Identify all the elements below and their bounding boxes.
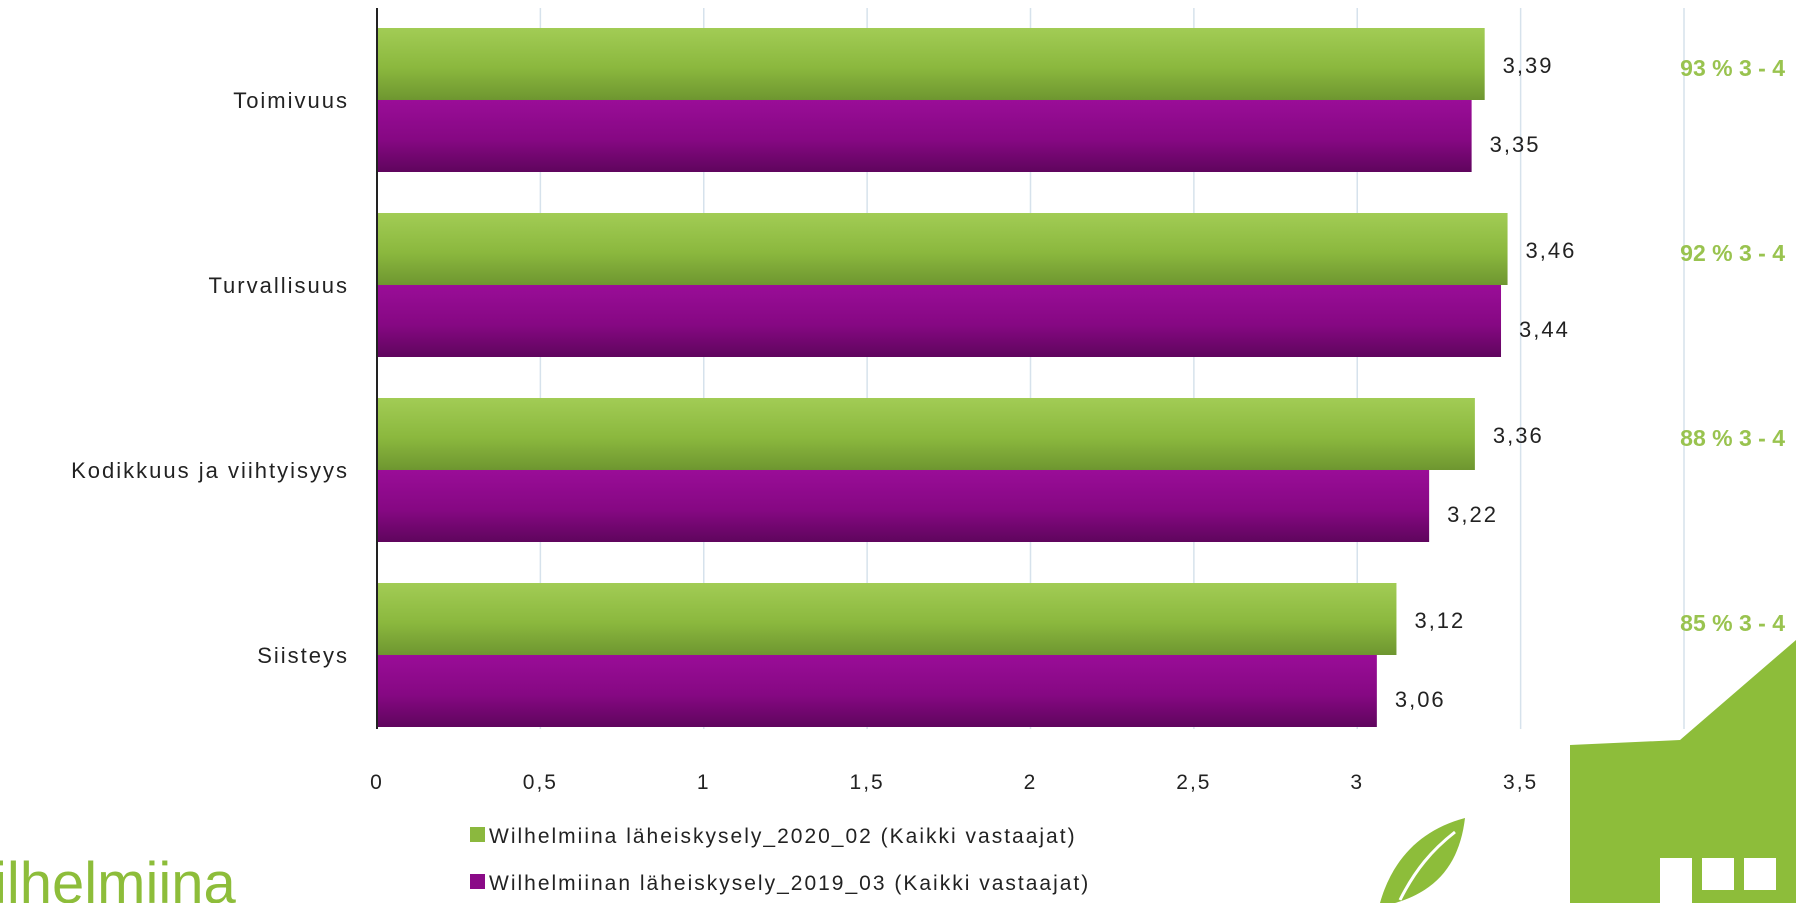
bar-2020 xyxy=(377,583,1397,655)
x-tick-label: 1 xyxy=(697,771,711,794)
company-logo: ilhelmiina xyxy=(0,851,237,903)
bar-2020 xyxy=(377,398,1475,470)
x-tick-label: 0,5 xyxy=(523,771,558,794)
legend: Wilhelmiina läheiskysely_2020_02 (Kaikki… xyxy=(470,825,1090,895)
data-label: 3,39 xyxy=(1503,53,1554,78)
leaf-icon xyxy=(1380,818,1465,903)
share-label: 88 % 3 - 4 xyxy=(1680,425,1785,451)
data-labels: 3,39 3,35 93 % 3 - 4 3,46 3,44 92 % 3 - 4 3,36… xyxy=(1395,53,1785,712)
share-label: 93 % 3 - 4 xyxy=(1680,55,1785,81)
legend-swatch xyxy=(470,827,485,842)
category-label: Kodikkuus ja viihtyisyys xyxy=(71,458,349,483)
share-label: 92 % 3 - 4 xyxy=(1680,240,1785,266)
bar-2020 xyxy=(377,28,1485,100)
bar-2019 xyxy=(377,100,1472,172)
legend-label: Wilhelmiinan läheiskysely_2019_03 (Kaikk… xyxy=(489,872,1090,895)
category-label: Siisteys xyxy=(257,643,349,668)
data-label: 3,44 xyxy=(1519,317,1570,342)
house-logo-icon xyxy=(1570,640,1796,903)
data-label: 3,12 xyxy=(1414,608,1465,633)
category-label: Turvallisuus xyxy=(208,273,349,298)
bar-2019 xyxy=(377,655,1377,727)
bar-2020 xyxy=(377,213,1508,285)
x-tick-label: 3,5 xyxy=(1503,771,1538,794)
data-label: 3,22 xyxy=(1447,502,1498,527)
category-label: Toimivuus xyxy=(233,88,349,113)
bar-2019 xyxy=(377,285,1502,357)
data-label: 3,06 xyxy=(1395,687,1446,712)
x-tick-label: 1,5 xyxy=(850,771,885,794)
data-label: 3,46 xyxy=(1526,238,1577,263)
x-tick-label: 2,5 xyxy=(1176,771,1211,794)
x-tick-label: 2 xyxy=(1024,771,1038,794)
data-label: 3,36 xyxy=(1493,423,1544,448)
x-tick-label: 0 xyxy=(370,771,384,794)
legend-swatch xyxy=(470,874,485,889)
legend-label: Wilhelmiina läheiskysely_2020_02 (Kaikki… xyxy=(489,825,1077,848)
data-label: 3,35 xyxy=(1490,132,1541,157)
bars xyxy=(377,28,1508,727)
axes: 00,511,522,533,54ToimivuusTurvallisuusKo… xyxy=(71,8,1689,794)
share-label: 85 % 3 - 4 xyxy=(1680,610,1785,636)
x-tick-label: 3 xyxy=(1350,771,1364,794)
bar-2019 xyxy=(377,470,1430,542)
